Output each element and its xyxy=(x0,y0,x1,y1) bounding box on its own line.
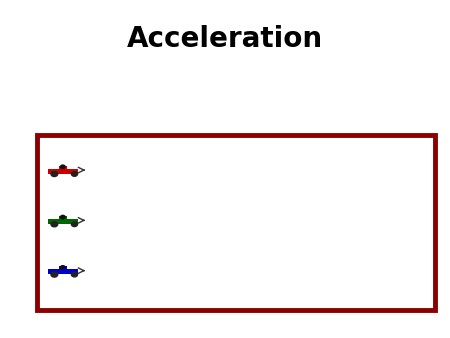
Circle shape xyxy=(72,272,77,277)
Bar xyxy=(48,219,78,224)
Circle shape xyxy=(51,272,58,277)
Bar xyxy=(48,169,78,174)
Bar xyxy=(59,266,67,270)
Bar xyxy=(59,166,67,169)
Bar xyxy=(37,136,435,310)
Text: Acceleration: Acceleration xyxy=(127,25,323,53)
Bar xyxy=(48,269,78,274)
Circle shape xyxy=(51,171,58,176)
Circle shape xyxy=(61,165,65,168)
Circle shape xyxy=(72,222,77,226)
Circle shape xyxy=(51,222,58,227)
Bar xyxy=(59,216,67,220)
Circle shape xyxy=(61,266,65,269)
Circle shape xyxy=(72,172,77,176)
Circle shape xyxy=(61,215,65,219)
